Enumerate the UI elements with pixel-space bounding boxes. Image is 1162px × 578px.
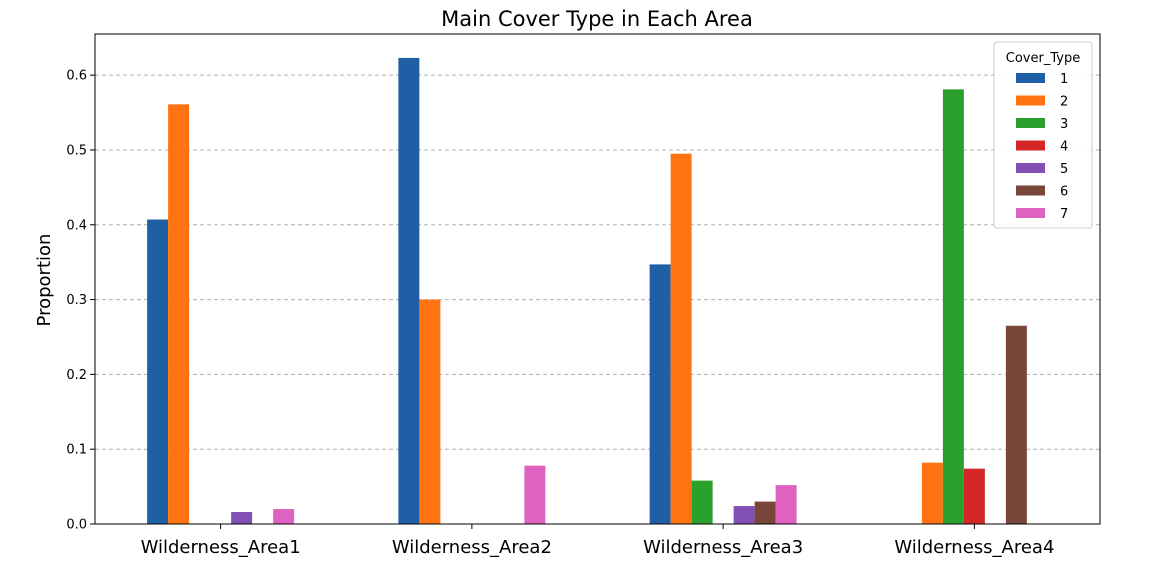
x-ticks: Wilderness_Area1 Wilderness_Area2 Wilderne… — [141, 524, 1054, 558]
bar-series-6-wilderness_area4 — [1005, 325, 1027, 524]
bar-series-1-wilderness_area1 — [147, 219, 169, 524]
x-tick-label: Wilderness_Area3 — [643, 537, 803, 558]
legend-swatch-3 — [1016, 118, 1045, 128]
y-tick-label: 0.1 — [66, 443, 87, 458]
bar-series-2-wilderness_area4 — [921, 462, 943, 524]
bar-series-5-wilderness_area3 — [733, 506, 755, 524]
x-tick-label: Wilderness_Area4 — [894, 537, 1054, 558]
legend-swatch-1 — [1016, 73, 1045, 83]
bar-series-1-wilderness_area2 — [398, 57, 420, 524]
x-tick-label: Wilderness_Area2 — [392, 537, 552, 558]
bar-series-7-wilderness_area2 — [524, 465, 546, 524]
legend-label-6: 6 — [1060, 185, 1068, 200]
y-tick-label: 0.6 — [66, 69, 87, 84]
bar-series-5-wilderness_area1 — [231, 512, 253, 524]
bar-series-4-wilderness_area4 — [963, 468, 985, 524]
bar-series-7-wilderness_area1 — [273, 509, 295, 524]
bar-series-2-wilderness_area2 — [419, 299, 441, 524]
y-tick-label: 0.0 — [66, 518, 87, 533]
legend-label-4: 4 — [1060, 140, 1068, 155]
legend-label-7: 7 — [1060, 207, 1068, 222]
bars — [147, 57, 1027, 525]
legend-label-5: 5 — [1060, 162, 1068, 177]
legend-swatch-5 — [1016, 163, 1045, 173]
y-tick-label: 0.4 — [66, 218, 87, 233]
bar-series-3-wilderness_area4 — [942, 89, 964, 525]
bar-series-2-wilderness_area1 — [168, 104, 190, 524]
legend-box — [993, 41, 1093, 229]
legend-label-2: 2 — [1060, 95, 1068, 110]
legend-swatch-2 — [1016, 95, 1045, 106]
legend-label-3: 3 — [1060, 117, 1068, 132]
bar-series-6-wilderness_area3 — [754, 501, 776, 524]
y-ticks: 0.0 0.1 0.2 0.3 0.4 0.5 0.6 — [66, 69, 95, 533]
y-tick-label: 0.3 — [66, 293, 87, 308]
chart-title: Main Cover Type in Each Area — [441, 7, 753, 31]
y-tick-label: 0.2 — [66, 368, 87, 383]
legend-swatch-6 — [1016, 185, 1045, 196]
legend-label-1: 1 — [1060, 72, 1068, 87]
plot-frame — [94, 33, 1101, 525]
bar-series-3-wilderness_area3 — [691, 480, 713, 524]
y-axis-label: Proportion — [34, 234, 55, 327]
x-tick-label: Wilderness_Area1 — [141, 537, 301, 558]
legend-swatch-7 — [1016, 208, 1045, 218]
axes — [94, 33, 1101, 525]
legend-swatch-4 — [1016, 140, 1045, 151]
legend: Cover_Type 1 2 3 4 5 6 7 — [993, 41, 1093, 229]
legend-title: Cover_Type — [1006, 51, 1080, 66]
y-tick-label: 0.5 — [66, 143, 87, 158]
bar-series-2-wilderness_area3 — [670, 153, 692, 525]
bar-series-1-wilderness_area3 — [649, 264, 671, 524]
bar-series-7-wilderness_area3 — [775, 485, 797, 524]
